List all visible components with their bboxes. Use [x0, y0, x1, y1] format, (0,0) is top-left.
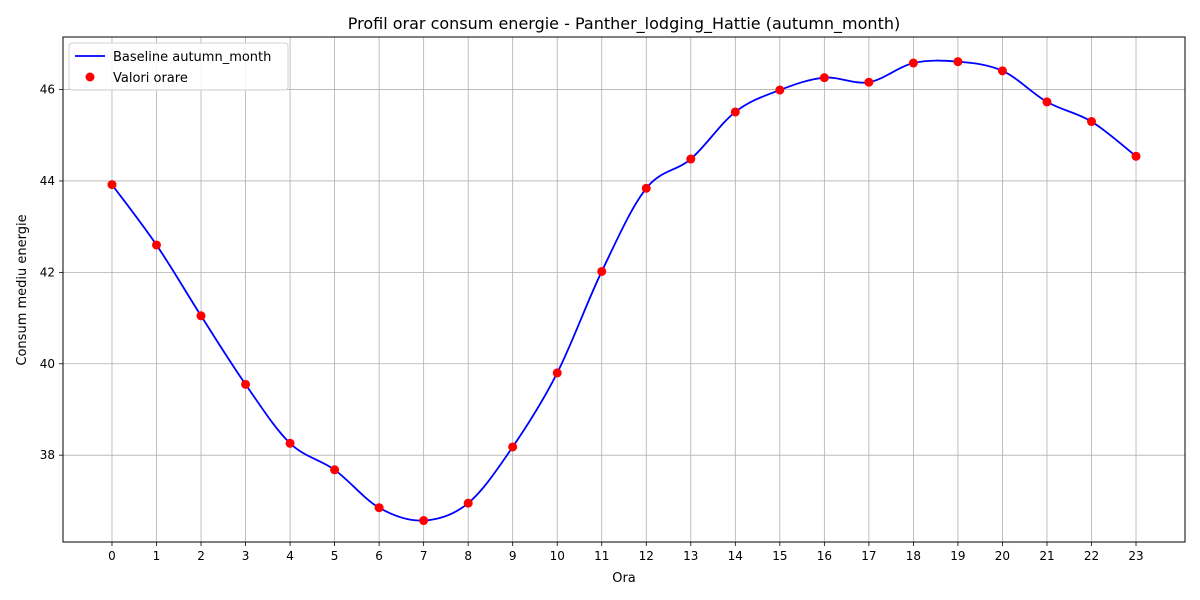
x-tick-label: 16 [817, 549, 832, 563]
x-tick-label: 8 [464, 549, 472, 563]
legend-box [68, 42, 289, 91]
x-tick-label: 18 [906, 549, 921, 563]
x-tick-label: 0 [108, 549, 116, 563]
legend-marker-swatch [85, 72, 95, 82]
y-tick-label: 42 [40, 265, 55, 279]
data-point [597, 266, 607, 276]
data-point [997, 66, 1007, 76]
plot-area [62, 36, 1186, 543]
data-point [641, 183, 651, 193]
x-tick-label: 21 [1039, 549, 1054, 563]
grid [63, 37, 1185, 542]
x-tick-label: 7 [420, 549, 428, 563]
x-tick-label: 11 [594, 549, 609, 563]
data-point [330, 465, 340, 475]
x-tick-label: 6 [375, 549, 383, 563]
legend: Baseline autumn_month Valori orare [68, 42, 289, 91]
x-tick-label: 22 [1084, 549, 1099, 563]
x-tick-label: 5 [331, 549, 339, 563]
y-axis: 38 40 42 44 46 [40, 83, 63, 462]
y-tick-label: 46 [40, 83, 55, 97]
x-axis: 0 1 2 3 4 5 6 7 8 9 10 11 12 13 14 15 16 17 18 19 20 21 22 23 [108, 542, 1144, 563]
x-tick-label: 15 [772, 549, 787, 563]
data-point [508, 442, 518, 452]
x-tick-label: 4 [286, 549, 294, 563]
data-point [419, 516, 429, 526]
data-point [908, 58, 918, 68]
x-axis-label: Ora [612, 571, 636, 586]
x-tick-label: 12 [639, 549, 654, 563]
x-tick-label: 23 [1128, 549, 1143, 563]
data-point [1131, 151, 1141, 161]
data-point [686, 154, 696, 164]
legend-label-baseline: Baseline autumn_month [113, 50, 271, 65]
x-tick-label: 1 [153, 549, 161, 563]
data-point [285, 438, 295, 448]
data-point [1042, 97, 1052, 107]
data-point [152, 240, 161, 250]
data-point [107, 180, 117, 190]
data-point [241, 379, 251, 389]
y-tick-label: 40 [40, 357, 55, 371]
data-point [864, 77, 874, 87]
data-point [374, 503, 384, 513]
series-line-baseline [111, 59, 1137, 522]
x-tick-label: 2 [197, 549, 205, 563]
y-axis-label: Consum mediu energie [15, 214, 30, 365]
x-tick-label: 9 [509, 549, 517, 563]
data-point [552, 368, 562, 378]
legend-label-points: Valori orare [113, 71, 188, 86]
data-point [953, 57, 963, 67]
x-tick-label: 14 [728, 549, 743, 563]
y-tick-label: 38 [40, 448, 55, 462]
x-tick-label: 17 [861, 549, 876, 563]
data-point [730, 107, 740, 117]
chart-title: Profil orar consum energie - Panther_lod… [348, 14, 900, 34]
x-tick-label: 20 [995, 549, 1010, 563]
series-points [107, 57, 1141, 526]
y-tick-label: 44 [40, 174, 55, 188]
data-point [1087, 117, 1096, 127]
data-point [819, 73, 829, 83]
x-tick-label: 13 [683, 549, 698, 563]
x-tick-label: 10 [550, 549, 565, 563]
x-tick-label: 3 [242, 549, 250, 563]
x-tick-label: 19 [950, 549, 965, 563]
data-point [196, 311, 206, 321]
data-point [463, 498, 473, 508]
data-point [775, 85, 785, 95]
